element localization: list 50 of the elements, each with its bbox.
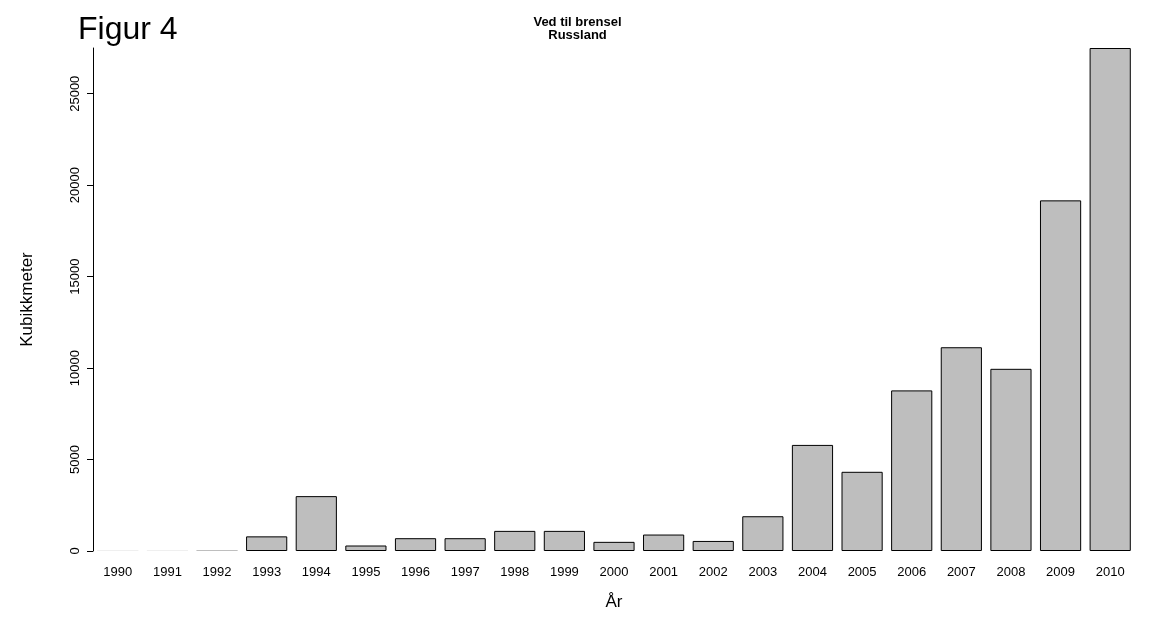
bar — [1039, 200, 1082, 551]
y-tick-label: 0 — [67, 547, 82, 555]
bar — [742, 516, 784, 551]
x-tick-label: 2010 — [1095, 564, 1125, 579]
x-tick-label: 2008 — [996, 564, 1026, 579]
x-tick-label: 2004 — [798, 564, 827, 579]
bar — [940, 347, 982, 551]
y-tick-label: 15000 — [67, 258, 82, 295]
bar — [841, 471, 883, 551]
bar — [444, 538, 486, 551]
bar — [791, 444, 834, 551]
bar — [543, 530, 585, 551]
x-tick-label: 2005 — [847, 564, 877, 579]
x-tick-label: 1999 — [549, 564, 579, 579]
bar — [593, 541, 635, 551]
y-tick-label: 25000 — [67, 75, 82, 112]
x-tick-label: 2002 — [698, 564, 728, 579]
x-axis-title: År — [605, 592, 623, 611]
bar — [345, 545, 387, 551]
chart-subtitle: Russland — [548, 27, 607, 42]
x-tick-label: 1992 — [202, 564, 232, 579]
bar — [295, 496, 337, 551]
y-tick-label: 5000 — [67, 445, 82, 475]
x-tick-label: 2007 — [946, 564, 976, 579]
x-tick-label: 1997 — [450, 564, 480, 579]
chart-title: Ved til brensel — [533, 14, 622, 29]
bar — [692, 540, 734, 551]
x-tick-label: 1998 — [500, 564, 530, 579]
x-tick-label: 1993 — [252, 564, 282, 579]
x-tick-label: 1995 — [351, 564, 381, 579]
bar — [494, 530, 536, 551]
x-tick-label: 1991 — [152, 564, 182, 579]
bar — [990, 368, 1032, 551]
x-tick-label: 1994 — [301, 564, 331, 579]
text: Figur 4 — [78, 10, 178, 46]
x-tick-label: 1990 — [103, 564, 133, 579]
bar — [1089, 48, 1131, 551]
bar — [246, 536, 288, 551]
x-tick-label: 2006 — [897, 564, 927, 579]
x-tick-label: 2003 — [748, 564, 778, 579]
x-tick-label: 2001 — [649, 564, 679, 579]
y-tick-label: 20000 — [67, 167, 82, 204]
bar — [891, 390, 933, 551]
bar — [643, 534, 685, 551]
x-tick-label: 1996 — [401, 564, 430, 579]
y-tick-label: 10000 — [67, 350, 82, 387]
x-tick-label: 2000 — [599, 564, 629, 579]
x-tick-label: 2009 — [1046, 564, 1076, 579]
y-axis-title: Kubikkmeter — [17, 251, 36, 347]
bar — [394, 538, 437, 551]
